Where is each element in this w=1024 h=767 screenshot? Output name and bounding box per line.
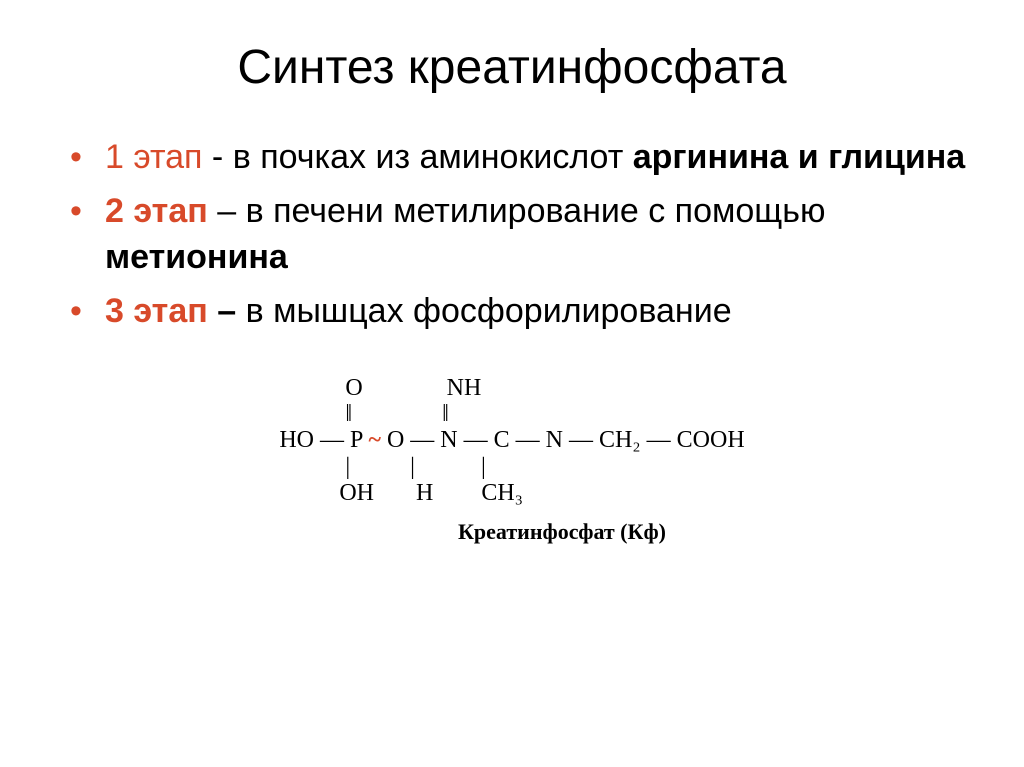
formula-segment: HO — P [279, 427, 368, 453]
formula-row: ‖ ‖ [279, 401, 744, 427]
chemical-formula: O NH ‖ ‖ HO — P ~ O — N — C — N — CH₂ — … [40, 375, 984, 545]
list-item: 3 этап – в мышцах фосфорилирование [70, 289, 984, 335]
formula-structure: O NH ‖ ‖ HO — P ~ O — N — C — N — CH₂ — … [279, 375, 744, 507]
stages-list: 1 этап - в почках из аминокислот аргинин… [40, 135, 984, 335]
stage-text: в печени метилирование с помощью [246, 192, 826, 230]
tilde-symbol: ~ [368, 427, 380, 453]
connector: - [202, 138, 232, 176]
stage-label: 1 этап [105, 138, 202, 176]
stage-text-bold: аргинина и глицина [633, 138, 965, 176]
formula-label: Креатинфосфат (Кф) [40, 519, 984, 545]
stage-text: в почках из аминокислот [233, 138, 633, 176]
stage-text: в мышцах фосфорилирование [246, 292, 732, 330]
formula-row: O NH [279, 375, 744, 401]
formula-row: HO — P ~ O — N — C — N — CH₂ — COOH [279, 427, 744, 453]
list-item: 2 этап – в печени метилирование с помощь… [70, 189, 984, 281]
slide-title: Синтез креатинфосфата [40, 40, 984, 95]
stage-label: 3 этап [105, 292, 208, 330]
formula-segment: O — N — C — N — CH₂ — COOH [381, 427, 745, 453]
formula-row: | | | [279, 454, 744, 480]
list-item: 1 этап - в почках из аминокислот аргинин… [70, 135, 984, 181]
formula-row: OH H CH₃ [279, 480, 744, 506]
connector: – [208, 192, 246, 230]
connector: – [208, 292, 246, 330]
stage-label: 2 этап [105, 192, 208, 230]
stage-text-bold: метионина [105, 238, 288, 276]
